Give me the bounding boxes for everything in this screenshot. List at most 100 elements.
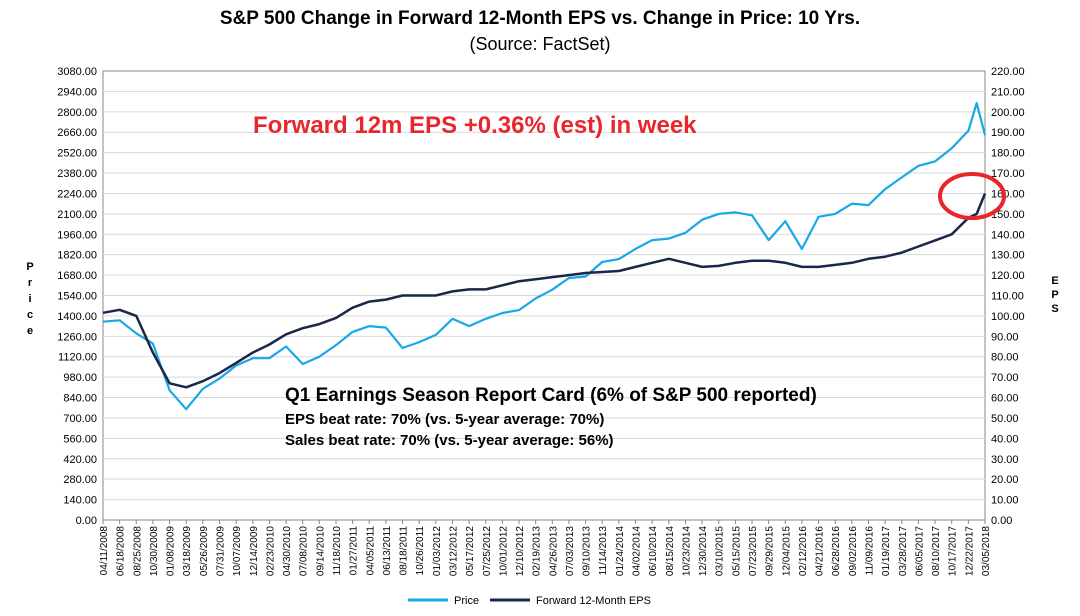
x-tick-label: 10/01/2012 [498, 526, 509, 576]
x-tick-label: 02/12/2016 [798, 526, 809, 576]
y-tick-right-label: 190.00 [991, 127, 1025, 139]
y-tick-right-label: 140.00 [991, 229, 1025, 241]
x-tick-label: 02/19/2013 [532, 526, 543, 576]
x-tick-label: 03/28/2017 [898, 526, 909, 576]
x-tick-label: 03/10/2015 [715, 526, 726, 576]
y-tick-left-label: 2380.00 [57, 168, 97, 180]
y-tick-right-label: 60.00 [991, 393, 1019, 405]
x-tick-label: 01/27/2011 [349, 526, 360, 576]
y-tick-left-label: 1400.00 [57, 311, 97, 323]
series-group [102, 101, 987, 411]
y-tick-left-label: 1680.00 [57, 270, 97, 282]
y-tick-right-label: 170.00 [991, 168, 1025, 180]
x-tick-label: 10/30/2008 [149, 526, 160, 576]
y-tick-right-label: 10.00 [991, 495, 1019, 507]
headline-annotation: Forward 12m EPS +0.36% (est) in week [253, 112, 697, 139]
y-tick-left-label: 2940.00 [57, 86, 97, 98]
y-tick-left-label: 980.00 [63, 372, 97, 384]
x-tick-label: 01/08/2009 [166, 526, 177, 576]
x-tick-label: 07/31/2009 [215, 526, 226, 576]
x-tick-label: 04/02/2014 [632, 526, 643, 576]
y-tick-left-label: 840.00 [63, 393, 97, 405]
y-tick-left-label: 2800.00 [57, 107, 97, 119]
x-tick-label: 05/26/2009 [199, 526, 210, 576]
y-ticks-left: 0.00 140.00 280.00 420.00 560.00 700.00 840.00… [57, 66, 985, 527]
x-tick-label: 06/28/2016 [831, 526, 842, 576]
x-tick-label: 01/19/2017 [881, 526, 892, 576]
x-tick-label: 12/30/2014 [698, 526, 709, 576]
x-tick-label: 05/15/2015 [731, 526, 742, 576]
x-tick-label: 04/05/2011 [365, 526, 376, 576]
x-tick-label: 12/10/2012 [515, 526, 526, 576]
y-ticks-right: 0.00 10.00 20.00 30.00 40.00 50.00 60.00 70.00 8… [991, 66, 1025, 527]
y-tick-left-label: 1960.00 [57, 229, 97, 241]
legend: Price Forward 12-Month EPS [408, 595, 651, 607]
legend-label-price: Price [454, 595, 479, 607]
x-tick-label: 08/25/2008 [132, 526, 143, 576]
x-tick-label: 11/09/2016 [865, 526, 876, 576]
y-tick-left-label: 140.00 [63, 495, 97, 507]
x-tick-label: 12/22/2017 [964, 526, 975, 576]
y-tick-right-label: 40.00 [991, 433, 1019, 445]
x-tick-label: 09/29/2015 [765, 526, 776, 576]
x-tick-label: 10/17/2017 [948, 526, 959, 576]
chart-subtitle: (Source: FactSet) [469, 34, 610, 54]
x-tick-label: 07/23/2015 [748, 526, 759, 576]
y-tick-right-label: 160.00 [991, 188, 1025, 200]
x-tick-label: 08/15/2014 [665, 526, 676, 576]
axis-label-letter: S [1051, 303, 1058, 315]
x-tick-label: 10/23/2014 [681, 526, 692, 576]
x-tick-label: 03/12/2012 [448, 526, 459, 576]
y-tick-right-label: 120.00 [991, 270, 1025, 282]
axis-label-letter: c [27, 309, 33, 321]
x-tick-label: 02/23/2010 [265, 526, 276, 576]
y-tick-left-label: 1260.00 [57, 331, 97, 343]
eps-beat-rate: EPS beat rate: 70% (vs. 5-year average: … [285, 411, 604, 428]
chart-title: S&P 500 Change in Forward 12-Month EPS v… [220, 8, 860, 29]
sales-beat-rate: Sales beat rate: 70% (vs. 5-year average… [285, 432, 614, 449]
y-tick-right-label: 90.00 [991, 331, 1019, 343]
x-tick-label: 04/30/2010 [282, 526, 293, 576]
y-tick-right-label: 80.00 [991, 352, 1019, 364]
y-tick-left-label: 420.00 [63, 454, 97, 466]
x-tick-label: 09/10/2013 [582, 526, 593, 576]
x-tick-label: 03/05/2018 [981, 526, 992, 576]
x-tick-label: 04/21/2016 [815, 526, 826, 576]
y-tick-right-label: 200.00 [991, 107, 1025, 119]
axis-label-letter: r [28, 277, 33, 289]
y-tick-right-label: 210.00 [991, 86, 1025, 98]
price-series-line [102, 101, 987, 411]
y-tick-right-label: 0.00 [991, 515, 1012, 527]
x-tick-label: 10/26/2011 [415, 526, 426, 576]
axis-label-letter: P [1051, 289, 1058, 301]
eps-series-line [102, 193, 987, 389]
y-tick-right-label: 20.00 [991, 474, 1019, 486]
y-tick-right-label: 180.00 [991, 148, 1025, 160]
y-tick-left-label: 2520.00 [57, 148, 97, 160]
x-tick-label: 05/17/2012 [465, 526, 476, 576]
x-tick-label: 01/03/2012 [432, 526, 443, 576]
report-card-title: Q1 Earnings Season Report Card (6% of S&… [285, 385, 817, 406]
y-tick-right-label: 150.00 [991, 209, 1025, 221]
x-tick-label: 06/10/2014 [648, 526, 659, 576]
x-tick-label: 08/10/2017 [931, 526, 942, 576]
x-ticks: 04/11/2008 06/18/2008 08/25/2008 10/30/2008… [99, 520, 992, 576]
y-tick-left-label: 2100.00 [57, 209, 97, 221]
x-tick-label: 11/14/2013 [598, 526, 609, 576]
y-tick-left-label: 0.00 [76, 515, 97, 527]
x-tick-label: 03/18/2009 [182, 526, 193, 576]
axis-label-letter: P [26, 261, 33, 273]
x-tick-label: 04/11/2008 [99, 526, 110, 576]
y-tick-left-label: 560.00 [63, 433, 97, 445]
y-tick-left-label: 1120.00 [58, 352, 97, 364]
x-tick-label: 12/14/2009 [249, 526, 260, 576]
legend-label-eps: Forward 12-Month EPS [536, 595, 651, 607]
y-tick-right-label: 50.00 [991, 413, 1019, 425]
x-tick-label: 07/25/2012 [482, 526, 493, 576]
y-tick-right-label: 100.00 [991, 311, 1025, 323]
x-tick-label: 07/08/2010 [299, 526, 310, 576]
axis-label-letter: e [27, 325, 33, 337]
x-tick-label: 11/18/2010 [332, 526, 343, 576]
y-tick-right-label: 110.00 [991, 291, 1024, 303]
